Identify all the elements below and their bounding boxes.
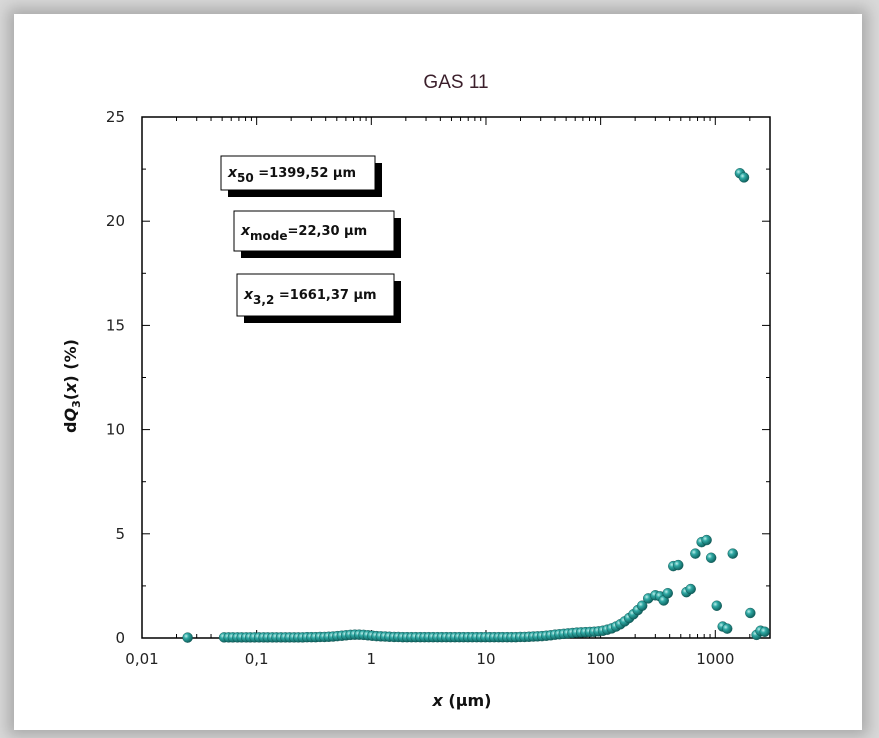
- data-point: [690, 548, 701, 559]
- annotation-panel: [220, 155, 376, 191]
- y-axis-label-open-paren: (: [61, 393, 80, 400]
- y-axis-label-subscript: 3: [70, 400, 83, 408]
- annotation-subscript: mode: [250, 229, 287, 243]
- annotation-value: =22,30 μm: [288, 224, 368, 239]
- x-tick-label: 10: [476, 650, 495, 668]
- y-tick-label: 15: [106, 316, 125, 334]
- annotation-text: x50 =1399,52 μm: [227, 165, 356, 185]
- annotation-variable: x: [240, 223, 251, 239]
- data-point: [759, 626, 770, 637]
- data-point: [685, 583, 696, 595]
- data-point: [701, 534, 712, 546]
- data-point: [745, 607, 756, 619]
- data-point: [636, 600, 648, 611]
- y-tick-label: 20: [106, 212, 125, 230]
- annotation-subscript: 3,2: [253, 293, 274, 307]
- y-axis-label-variable-x: x: [61, 382, 80, 394]
- x-axis-label: x (μm): [432, 691, 492, 710]
- x-axis-label-unit: (μm): [443, 691, 492, 710]
- chart-title: GAS 11: [423, 72, 488, 93]
- data-point: [662, 587, 673, 599]
- annotation-variable: x: [227, 165, 238, 181]
- chart-frame: GAS 11 0,01 0,1 1 10 100 1000 0 5 10 15 20 25 x50 =…: [14, 14, 862, 730]
- y-tick-label: 10: [106, 421, 125, 439]
- x-tick-label: 0,1: [245, 650, 269, 668]
- plot-axes: 0,01 0,1 1 10 100 1000 0 5 10 15 20 25: [106, 108, 771, 668]
- data-point: [182, 632, 193, 643]
- annotation-variable: x: [243, 287, 254, 303]
- x-tick-label: 1000: [696, 650, 734, 668]
- x-tick-label: 100: [586, 650, 615, 668]
- data-point: [738, 172, 750, 183]
- annotation-text: x3,2 =1661,37 μm: [243, 287, 377, 307]
- data-point: [711, 600, 722, 611]
- annotation-text: xmode=22,30 μm: [240, 223, 367, 243]
- y-axis-label-prefix: d: [61, 422, 80, 433]
- annotation-panel: [233, 210, 395, 252]
- annotation-value: =1661,37 μm: [274, 288, 376, 303]
- annotation-panel: [236, 273, 395, 317]
- x-axis-label-variable: x: [432, 691, 444, 710]
- y-tick-label: 5: [115, 525, 125, 543]
- annotation-value: =1399,52 μm: [254, 166, 356, 181]
- x-tick-label: 0,01: [125, 650, 158, 668]
- annotation-box: x3,2 =1661,37 μm: [236, 273, 401, 323]
- y-axis-label: dQ3(x) (%): [61, 339, 83, 433]
- data-point: [673, 559, 684, 571]
- annotation-box: x50 =1399,52 μm: [220, 155, 382, 197]
- annotation-box: xmode=22,30 μm: [233, 210, 401, 258]
- annotation-subscript: 50: [237, 171, 254, 185]
- data-point: [727, 548, 738, 559]
- data-point: [705, 552, 717, 563]
- y-tick-label: 25: [106, 108, 125, 126]
- y-tick-label: 0: [115, 629, 125, 647]
- data-point: [721, 623, 733, 634]
- data-points: [182, 168, 770, 643]
- x-tick-label: 1: [367, 650, 377, 668]
- y-axis-label-unit: ) (%): [61, 339, 80, 383]
- y-axis-label-variable: Q: [61, 408, 80, 422]
